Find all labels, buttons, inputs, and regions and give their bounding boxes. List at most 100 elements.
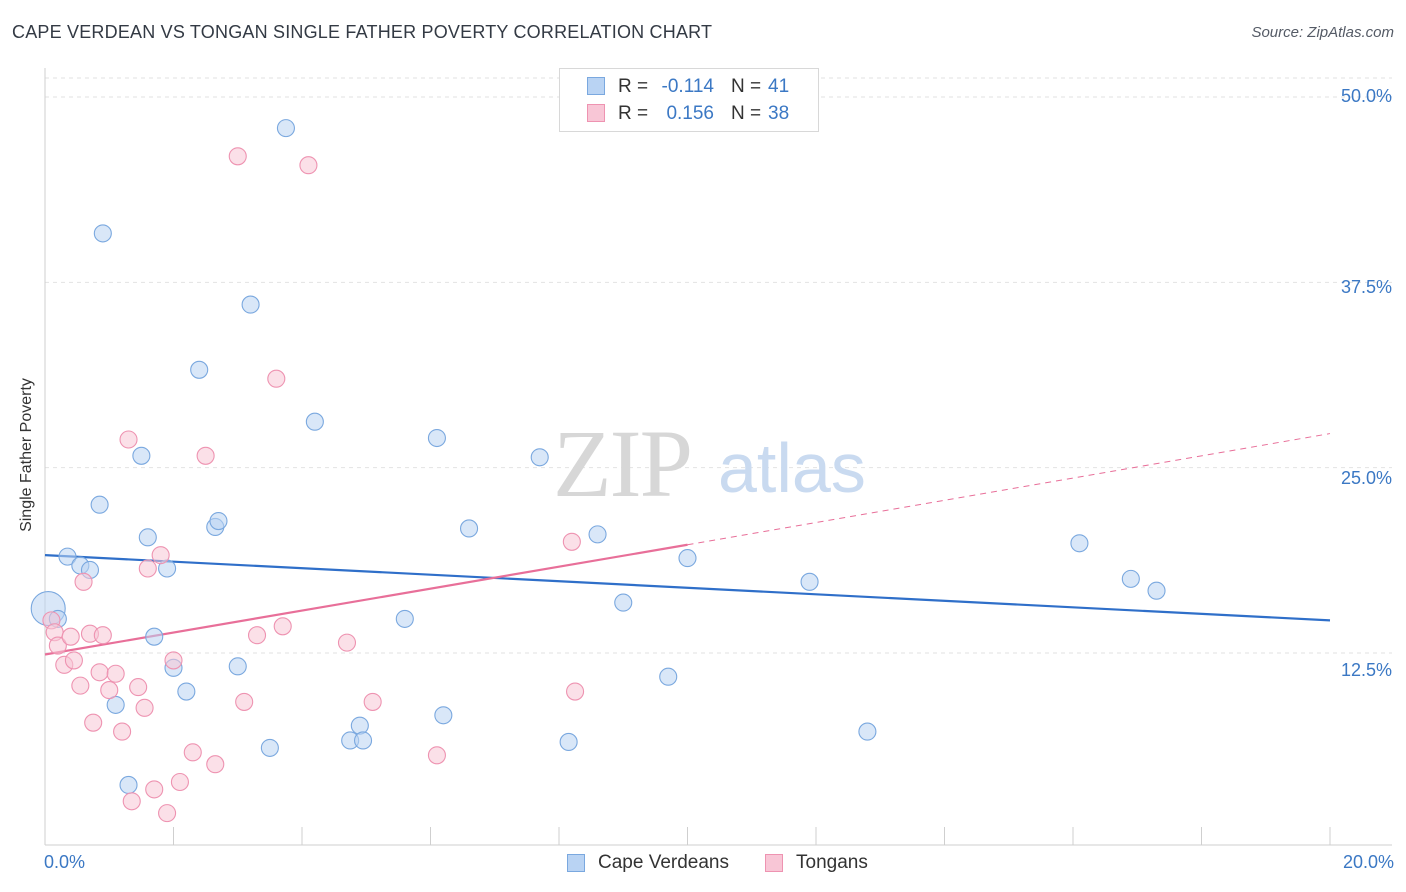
point-tongan [151,546,170,565]
x-tick-label-min: 0.0% [44,852,86,872]
point-tongan [267,369,286,388]
point-tongan [74,572,93,591]
point-tongan [247,626,267,645]
point-tongan [106,664,125,683]
legend-row-tongans: R = 0.156 N = 38 [560,101,818,127]
watermark-atlas: atlas [718,429,866,507]
point-tongan [61,627,80,646]
point-tongan [71,676,90,695]
point-tongan [228,147,247,166]
point-cape-verdean [459,519,479,538]
point-cape-verdean [1070,534,1089,553]
point-cape-verdean [93,224,112,243]
point-tongan [64,651,83,670]
grid-lines [45,77,1392,654]
point-tongan [196,446,215,465]
y-tick-label-50: 50.0% [1340,86,1392,106]
point-tongan [363,692,382,711]
point-tongan [122,792,141,811]
trend-line-tongans [44,543,688,656]
point-tongan [93,626,112,645]
point-cape-verdean [858,722,877,741]
data-points [30,119,1166,823]
point-tongan [206,755,225,774]
point-tongan [90,663,109,682]
point-cape-verdean [305,412,324,431]
point-cape-verdean [58,547,77,566]
legend-swatch-blue [587,77,605,95]
legend-r-value: -0.114 [661,76,714,97]
point-cape-verdean [119,775,138,795]
trend-line-tongans-extrapolated [687,433,1331,546]
bottom-legend-swatch-blue [567,854,585,872]
point-cape-verdean [228,657,247,676]
axes [44,68,1392,846]
point-tongan [299,156,318,175]
legend-n-value: 38 [768,103,790,124]
point-tongan [158,804,177,823]
point-tongan [164,651,183,670]
bottom-legend-swatch-pink [765,854,783,872]
point-tongan [235,692,254,711]
point-cape-verdean [395,609,414,628]
point-cape-verdean [209,511,228,531]
point-tongan [273,617,292,636]
point-cape-verdean [350,716,369,735]
point-cape-verdean [800,572,819,591]
legend-r-label: R = [618,103,649,124]
point-cape-verdean [588,525,607,544]
point-cape-verdean [132,446,151,465]
point-cape-verdean [90,495,109,514]
bottom-legend-label: Cape Verdeans [598,852,729,873]
legend-swatch-pink [587,104,605,122]
point-cape-verdean [276,119,295,138]
point-cape-verdean [614,593,633,612]
bottom-legend-label: Tongans [796,852,868,873]
point-cape-verdean [1121,569,1140,588]
point-cape-verdean [190,360,209,379]
point-tongan [145,780,164,799]
point-tongan [48,636,67,655]
point-cape-verdean [138,528,157,547]
source-label: Source: ZipAtlas.com [1251,24,1394,41]
point-tongan [129,678,148,697]
legend-n-label: N = [731,76,762,97]
point-cape-verdean [260,738,279,757]
point-tongan [100,681,119,700]
point-cape-verdean [427,428,446,448]
point-cape-verdean [559,732,578,752]
point-tongan [113,722,132,741]
point-tongan [566,682,585,701]
point-cape-verdean [434,706,453,725]
trend-line-cape-verdeans [44,554,1331,622]
point-cape-verdean [530,448,549,467]
legend-r-value: 0.156 [666,103,714,124]
y-tick-label-37-5: 37.5% [1340,277,1392,297]
point-cape-verdean [145,627,164,646]
y-tick-label-25: 25.0% [1340,468,1392,488]
watermark-zip: ZIP [553,410,693,517]
point-tongan [84,713,103,732]
point-tongan [170,772,189,792]
legend-n-value: 41 [768,76,790,97]
point-cape-verdean [241,295,260,314]
point-tongan [427,746,446,765]
chart-title: CAPE VERDEAN VS TONGAN SINGLE FATHER POV… [12,22,713,42]
legend-n-label: N = [731,103,762,124]
point-tongan [562,532,581,551]
x-tick-label-max: 20.0% [1342,852,1394,872]
point-tongan [337,633,357,652]
point-tongan [183,743,202,762]
point-tongan [119,430,138,449]
legend-row-cape-verdeans: R = -0.114 N = 41 [560,74,818,100]
point-cape-verdean [678,549,697,568]
point-cape-verdean [353,731,373,750]
point-tongan [135,698,154,717]
point-cape-verdean [177,682,196,701]
correlation-legend: R = -0.114 N = 41 R = 0.156 N = 38 [559,68,819,132]
point-tongan [138,559,157,578]
point-cape-verdean [1147,581,1166,600]
point-cape-verdean [659,667,678,686]
y-axis-label: Single Father Poverty [18,378,35,532]
